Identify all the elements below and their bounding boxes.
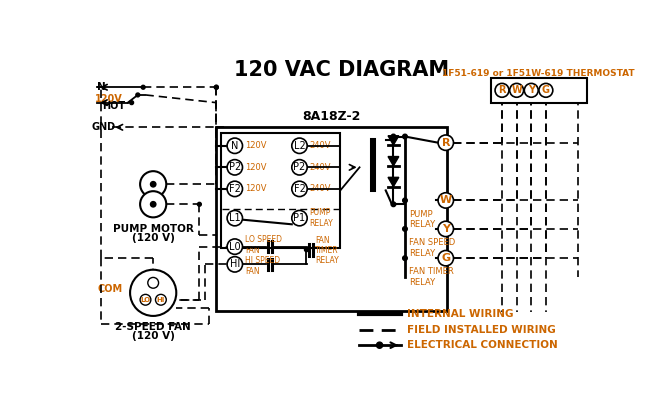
Circle shape: [539, 83, 553, 97]
Circle shape: [377, 342, 383, 348]
Text: ELECTRICAL CONNECTION: ELECTRICAL CONNECTION: [407, 340, 557, 350]
Circle shape: [403, 198, 407, 203]
Circle shape: [403, 256, 407, 261]
Circle shape: [227, 181, 243, 197]
Bar: [216, 127, 448, 310]
Text: P1: P1: [293, 213, 306, 223]
Text: 120V: 120V: [245, 163, 266, 172]
Circle shape: [495, 83, 509, 97]
Text: N: N: [97, 82, 106, 92]
Text: PUMP
RELAY: PUMP RELAY: [310, 208, 333, 228]
Text: (120 V): (120 V): [132, 233, 175, 243]
Circle shape: [510, 83, 523, 97]
Text: LO SPEED
FAN: LO SPEED FAN: [245, 235, 282, 255]
Circle shape: [214, 85, 218, 89]
Circle shape: [292, 210, 307, 226]
Circle shape: [130, 270, 176, 316]
Text: HI: HI: [230, 259, 240, 269]
Circle shape: [198, 202, 201, 206]
Text: W: W: [511, 85, 522, 95]
Circle shape: [403, 227, 407, 231]
Circle shape: [292, 181, 307, 197]
Circle shape: [214, 85, 218, 89]
Circle shape: [140, 295, 151, 305]
Text: PUMP
RELAY: PUMP RELAY: [409, 210, 435, 229]
Circle shape: [391, 202, 396, 207]
Text: COM: COM: [97, 284, 123, 294]
Circle shape: [525, 83, 538, 97]
Circle shape: [438, 193, 454, 208]
Polygon shape: [388, 177, 399, 186]
Circle shape: [227, 210, 243, 226]
Text: GND: GND: [92, 122, 116, 132]
Text: Y: Y: [528, 85, 535, 95]
Circle shape: [227, 257, 243, 272]
Circle shape: [292, 138, 307, 153]
Circle shape: [438, 251, 454, 266]
Text: R: R: [498, 85, 506, 95]
Circle shape: [227, 160, 243, 175]
Text: LO: LO: [141, 297, 151, 303]
Text: 120V: 120V: [245, 141, 266, 150]
Text: PUMP MOTOR: PUMP MOTOR: [113, 223, 194, 233]
Circle shape: [438, 221, 454, 237]
Circle shape: [292, 160, 307, 175]
Text: W: W: [440, 195, 452, 205]
Text: (120 V): (120 V): [132, 331, 175, 341]
Text: R: R: [442, 138, 450, 147]
Text: G: G: [442, 253, 450, 263]
Text: F2: F2: [293, 184, 306, 194]
Text: 240V: 240V: [310, 141, 331, 150]
Text: P2: P2: [293, 162, 306, 172]
Bar: [221, 133, 340, 248]
Circle shape: [438, 135, 454, 150]
Circle shape: [148, 277, 159, 288]
Circle shape: [136, 93, 140, 97]
Text: L1: L1: [229, 213, 241, 223]
Text: G: G: [542, 85, 550, 95]
Text: 1F51-619 or 1F51W-619 THERMOSTAT: 1F51-619 or 1F51W-619 THERMOSTAT: [442, 69, 634, 78]
Text: 120 VAC DIAGRAM: 120 VAC DIAGRAM: [234, 60, 449, 80]
Text: L0: L0: [229, 242, 241, 252]
Circle shape: [151, 202, 156, 207]
Text: HI: HI: [157, 297, 165, 303]
Text: FIELD INSTALLED WIRING: FIELD INSTALLED WIRING: [407, 325, 555, 335]
Circle shape: [140, 171, 166, 197]
Text: FAN TIMER
RELAY: FAN TIMER RELAY: [409, 267, 454, 287]
Circle shape: [403, 134, 407, 139]
Text: 120V: 120V: [94, 94, 123, 104]
Polygon shape: [388, 157, 399, 166]
Circle shape: [140, 191, 166, 217]
Text: 120V: 120V: [245, 184, 266, 194]
Circle shape: [130, 101, 133, 105]
Text: FAN SPEED
RELAY: FAN SPEED RELAY: [409, 238, 455, 258]
Polygon shape: [388, 136, 399, 145]
Text: 8A18Z-2: 8A18Z-2: [303, 110, 361, 123]
Text: P2: P2: [228, 162, 241, 172]
Bar: [491, 78, 587, 103]
Text: HOT: HOT: [103, 101, 125, 111]
Text: L2: L2: [293, 141, 306, 151]
Circle shape: [304, 248, 308, 252]
Circle shape: [391, 134, 396, 139]
Text: F2: F2: [229, 184, 241, 194]
Text: INTERNAL WIRING: INTERNAL WIRING: [407, 309, 513, 319]
Circle shape: [227, 239, 243, 254]
Text: 2-SPEED FAN: 2-SPEED FAN: [115, 322, 191, 332]
Text: Y: Y: [442, 224, 450, 234]
Circle shape: [155, 295, 166, 305]
Circle shape: [227, 138, 243, 153]
Circle shape: [151, 181, 156, 187]
Text: 240V: 240V: [310, 163, 331, 172]
Text: N: N: [231, 141, 239, 151]
Circle shape: [141, 85, 145, 89]
Text: HI SPEED
FAN: HI SPEED FAN: [245, 256, 280, 276]
Text: 240V: 240V: [310, 184, 331, 194]
Text: FAN
TIMER
RELAY: FAN TIMER RELAY: [315, 235, 338, 265]
